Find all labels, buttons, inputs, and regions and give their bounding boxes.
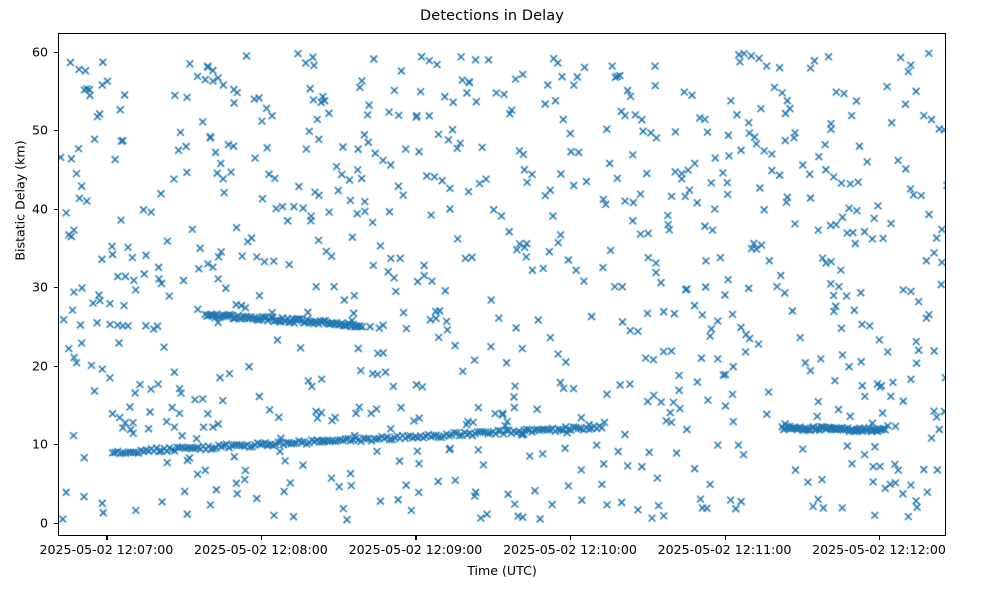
x-tick-mark — [260, 536, 263, 540]
y-axis-label-wrap: Bistatic Delay (km) — [0, 140, 120, 260]
x-tick-label: 2025-05-02 12:12:00 — [812, 542, 946, 557]
chart-title: Detections in Delay — [420, 8, 564, 24]
x-tick-label: 2025-05-02 12:09:00 — [348, 542, 483, 557]
y-tick-label: 0 — [39, 515, 48, 531]
y-tick-mark — [54, 287, 58, 289]
y-tick-mark — [54, 208, 58, 210]
x-tick-label: 2025-05-02 12:08:00 — [194, 542, 328, 557]
x-tick-label: 2025-05-02 12:11:00 — [657, 542, 792, 557]
y-tick-mark — [54, 522, 58, 524]
x-tick-mark — [879, 536, 881, 540]
y-tick-label: 40 — [31, 201, 48, 217]
y-axis-label: Bistatic Delay (km) — [12, 140, 28, 261]
x-tick-mark — [569, 536, 572, 540]
y-tick-mark — [54, 51, 58, 53]
x-tick-mark — [415, 536, 417, 540]
y-tick-label: 60 — [31, 44, 48, 60]
y-tick-mark — [54, 365, 58, 367]
x-axis-label: Time (UTC) — [467, 563, 537, 578]
x-tick-label: 2025-05-02 12:07:00 — [39, 542, 174, 557]
plot-area — [58, 33, 946, 536]
y-tick-mark — [54, 444, 58, 446]
y-tick-label: 30 — [31, 279, 48, 295]
scatter-plot-canvas — [59, 34, 945, 535]
y-tick-label: 20 — [31, 358, 48, 374]
y-tick-label: 50 — [31, 122, 48, 138]
y-tick-mark — [54, 130, 58, 132]
x-tick-label: 2025-05-02 12:10:00 — [503, 542, 637, 557]
x-tick-mark — [106, 536, 108, 540]
y-tick-label: 10 — [31, 436, 48, 452]
x-tick-mark — [724, 536, 726, 540]
